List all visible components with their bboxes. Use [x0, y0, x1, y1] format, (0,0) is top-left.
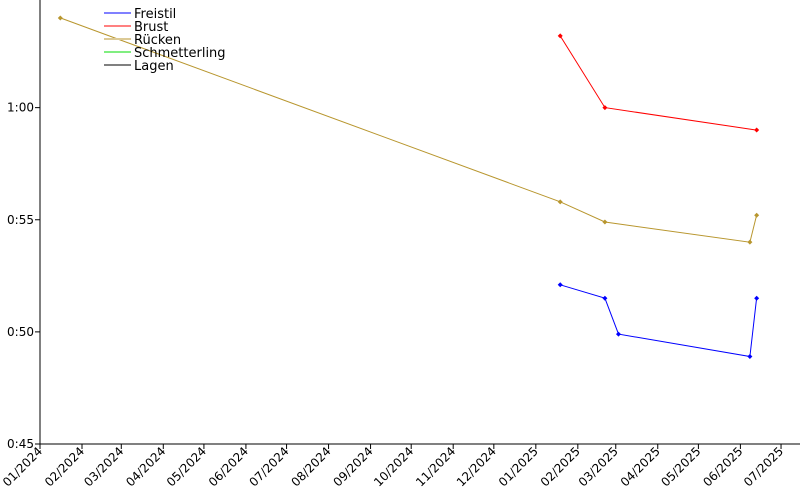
data-point [754, 127, 760, 133]
x-tick-label: 11/2024 [413, 444, 458, 489]
x-tick-label: 10/2024 [371, 444, 416, 489]
x-tick-label: 06/2024 [206, 444, 251, 489]
x-tick-label: 03/2024 [81, 444, 126, 489]
series-freistil [557, 282, 760, 360]
x-tick-label: 05/2024 [164, 444, 209, 489]
y-tick-label: 0:50 [7, 325, 34, 339]
data-point [557, 199, 563, 205]
data-point [615, 331, 621, 337]
x-tick-label: 12/2024 [454, 444, 499, 489]
data-point [602, 105, 608, 111]
x-tick-label: 02/2024 [42, 444, 87, 489]
x-tick-label: 05/2025 [658, 444, 703, 489]
x-tick-label: 06/2025 [700, 444, 745, 489]
data-point [747, 354, 753, 360]
x-tick-label: 04/2024 [123, 444, 168, 489]
data-point [557, 33, 563, 39]
legend-label: Freistil [134, 7, 176, 22]
data-point [754, 295, 760, 301]
x-tick-label: 09/2024 [331, 444, 376, 489]
series-rücken [57, 15, 760, 245]
legend-label: Brust [134, 20, 168, 35]
data-point [602, 219, 608, 225]
y-tick-label: 0:55 [7, 213, 34, 227]
data-point [602, 295, 608, 301]
legend-label: Schmetterling [134, 46, 226, 61]
data-point [747, 239, 753, 245]
x-tick-label: 07/2024 [247, 444, 292, 489]
series-brust [557, 33, 760, 133]
axes: 0:450:500:551:0001/202402/202403/202404/… [0, 0, 800, 489]
data-point [57, 15, 63, 21]
series-line [560, 284, 758, 358]
x-tick-label: 07/2025 [741, 444, 786, 489]
series-layer [57, 15, 760, 360]
legend-label: Rücken [134, 33, 181, 48]
x-tick-label: 08/2024 [289, 444, 334, 489]
series-line [559, 35, 757, 131]
data-point [754, 212, 760, 218]
data-point [557, 282, 563, 288]
legend-label: Lagen [134, 59, 174, 74]
x-tick-label: 01/2025 [496, 444, 541, 489]
y-tick-label: 1:00 [7, 101, 34, 115]
x-tick-label: 03/2025 [576, 444, 621, 489]
x-tick-label: 02/2025 [538, 444, 583, 489]
y-tick-label: 0:45 [7, 437, 34, 451]
x-tick-label: 04/2025 [618, 444, 663, 489]
